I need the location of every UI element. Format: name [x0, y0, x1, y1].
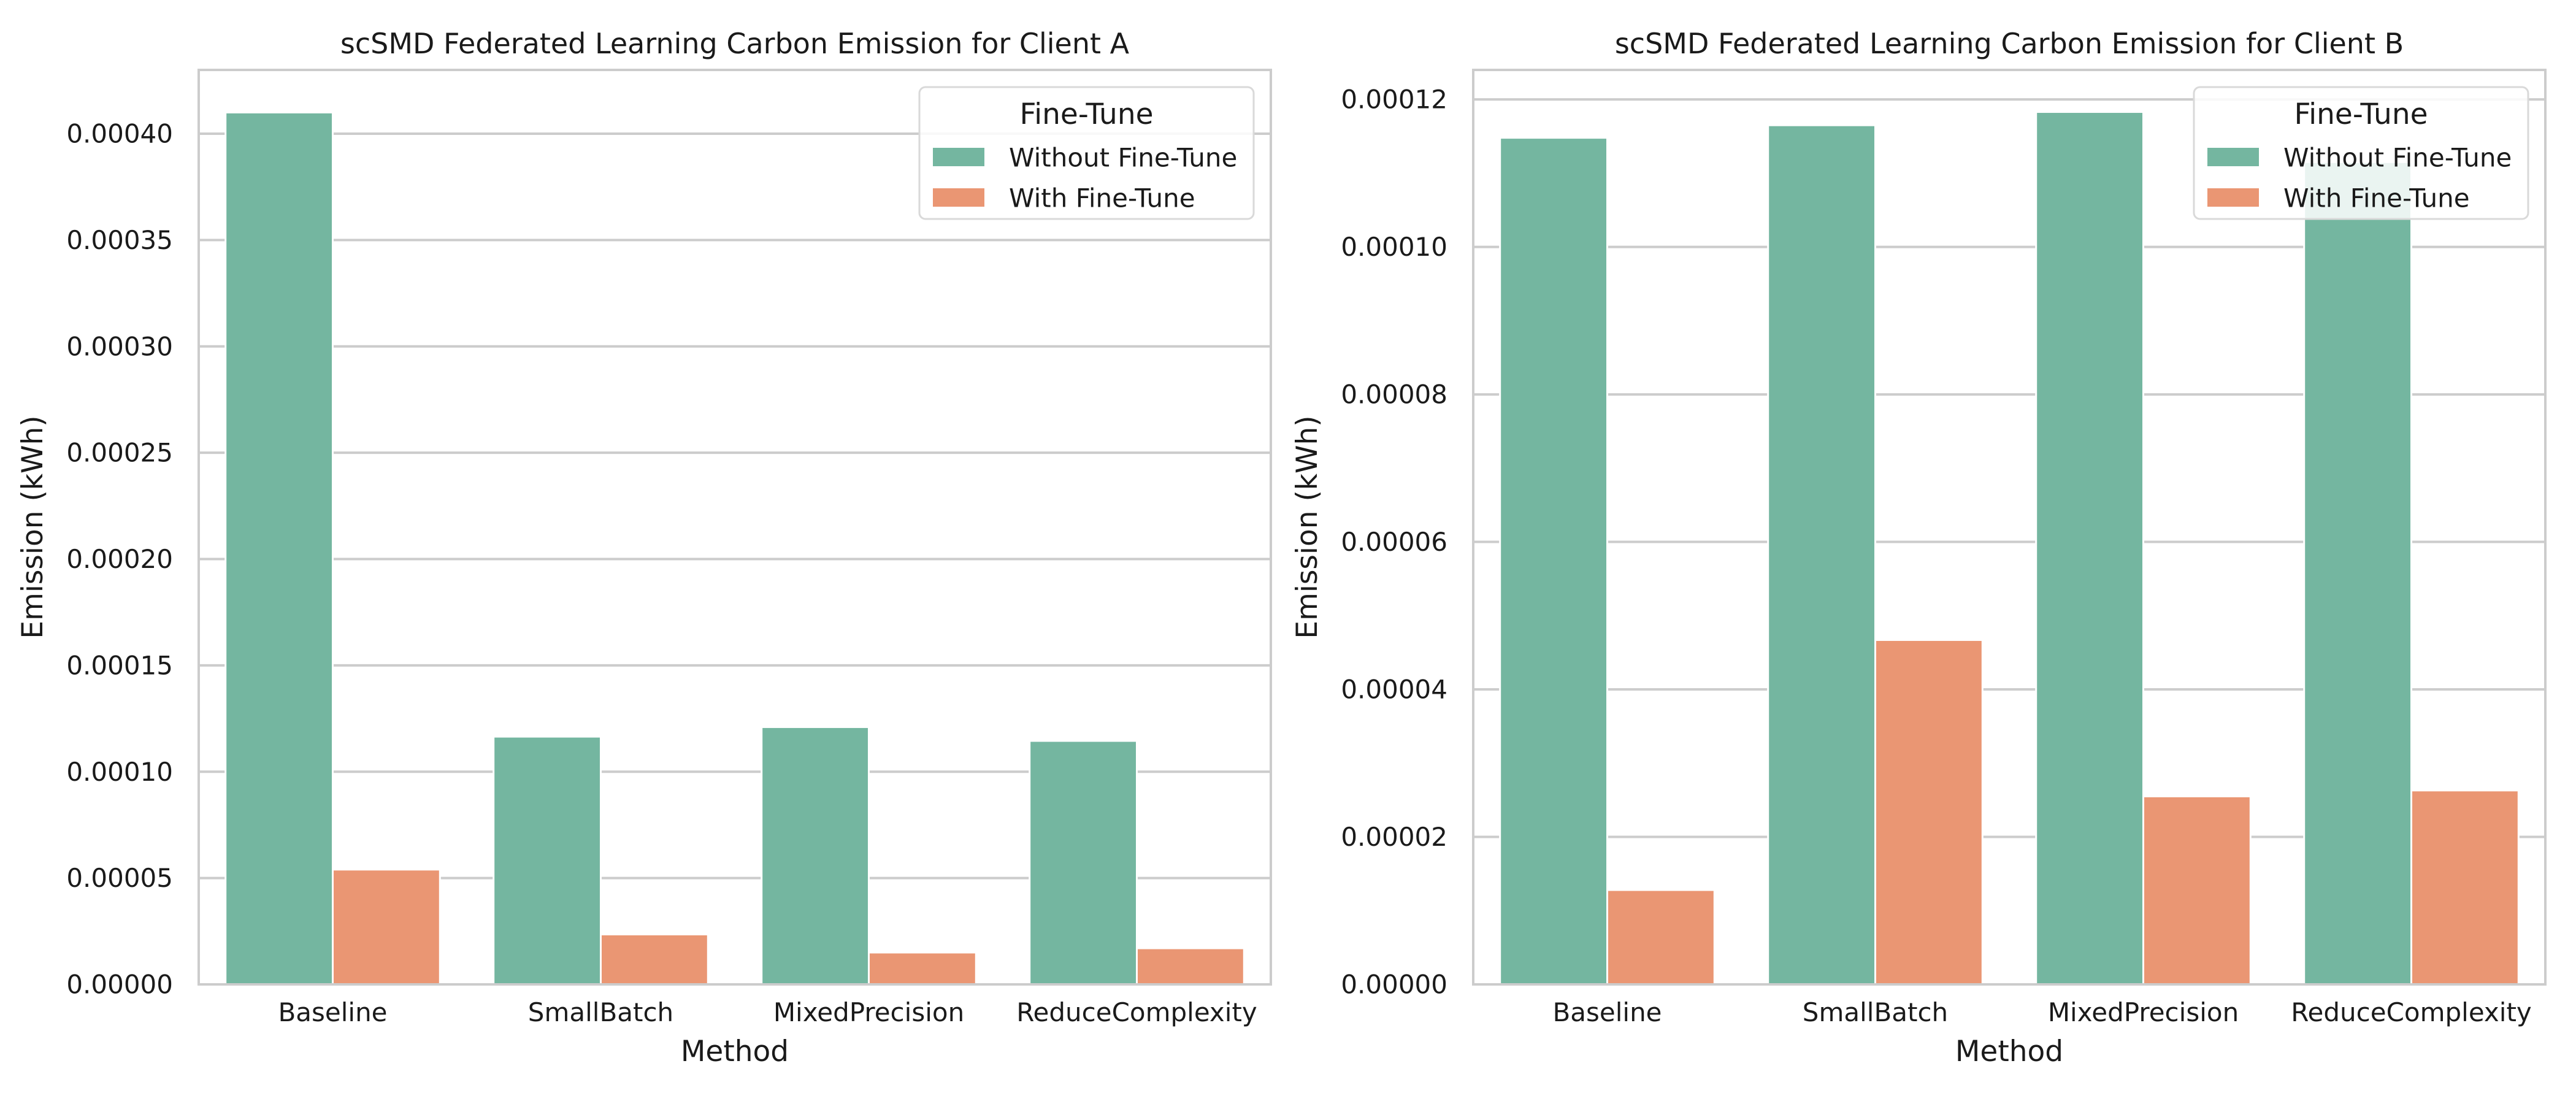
bar-without-fine-tune-baseline — [1499, 137, 1608, 986]
x-tick-label: Baseline — [1552, 997, 1662, 1027]
y-axis-label: Emission (kWh) — [1290, 415, 1324, 638]
bar-without-fine-tune-baseline — [224, 111, 334, 986]
bar-with-fine-tune-smallbatch — [600, 933, 709, 986]
y-tick-label: 0.00006 — [1341, 527, 1447, 557]
bar-without-fine-tune-mixedprecision — [2035, 111, 2144, 986]
y-tick-label: 0.00020 — [66, 544, 173, 574]
x-tick-label: MixedPrecision — [2048, 997, 2239, 1027]
legend-box — [918, 86, 1255, 220]
y-tick-label: 0.00040 — [66, 119, 173, 149]
x-tick-label: ReduceComplexity — [2291, 997, 2532, 1027]
x-axis-label: Method — [681, 1035, 789, 1068]
bar-with-fine-tune-mixedprecision — [868, 951, 977, 986]
bar-with-fine-tune-baseline — [1606, 889, 1715, 986]
chart-title: scSMD Federated Learning Carbon Emission… — [340, 27, 1130, 60]
legend-title: Fine-Tune — [1019, 98, 1153, 131]
y-tick-label: 0.00035 — [66, 225, 173, 255]
axes-frame — [197, 69, 1272, 986]
y-tick-label: 0.00005 — [66, 863, 173, 893]
legend-label: With Fine-Tune — [1009, 183, 1195, 213]
x-tick-label: SmallBatch — [528, 997, 673, 1027]
x-tick-label: ReduceComplexity — [1016, 997, 1257, 1027]
y-tick-label: 0.00012 — [1341, 85, 1447, 115]
legend-label: With Fine-Tune — [2283, 183, 2470, 213]
bar-with-fine-tune-reducecomplexity — [2410, 789, 2520, 986]
legend-label: Without Fine-Tune — [1009, 143, 1237, 173]
legend-swatch-with-fine-tune — [933, 188, 984, 207]
y-tick-label: 0.00010 — [1341, 232, 1447, 262]
y-tick-label: 0.00030 — [66, 331, 173, 361]
bar-without-fine-tune-reducecomplexity — [1029, 740, 1138, 986]
legend-label: Without Fine-Tune — [2283, 143, 2512, 173]
legend-swatch-with-fine-tune — [2207, 188, 2259, 207]
bar-with-fine-tune-baseline — [332, 868, 441, 986]
x-tick-label: SmallBatch — [1803, 997, 1948, 1027]
y-tick-label: 0.00002 — [1341, 822, 1447, 852]
legend-box — [2193, 86, 2529, 220]
bar-with-fine-tune-mixedprecision — [2142, 795, 2252, 986]
y-tick-label: 0.00025 — [66, 438, 173, 468]
legend: Fine-Tune Without Fine-Tune With Fine-Tune — [918, 86, 1255, 220]
legend: Fine-Tune Without Fine-Tune With Fine-Tune — [2193, 86, 2529, 220]
x-tick-label: Baseline — [278, 997, 387, 1027]
axes-frame — [1472, 69, 2547, 986]
chart-panel-client-b: 0.00000 0.00002 0.00004 0.00006 0.00008 0.000… — [1290, 27, 2547, 1068]
legend-swatch-without-fine-tune — [2207, 148, 2259, 166]
y-tick-label: 0.00015 — [66, 650, 173, 680]
y-tick-label: 0.00004 — [1341, 675, 1447, 705]
bar-without-fine-tune-smallbatch — [1767, 124, 1876, 986]
y-tick-label: 0.00008 — [1341, 380, 1447, 410]
y-tick-label: 0.00010 — [66, 757, 173, 787]
bar-without-fine-tune-mixedprecision — [761, 726, 870, 986]
legend-swatch-without-fine-tune — [933, 148, 984, 166]
bar-with-fine-tune-smallbatch — [1874, 638, 1984, 986]
x-axis-label: Method — [1955, 1035, 2063, 1068]
chart-panel-client-a: 0.00000 0.00005 0.00010 0.00015 0.00020 0.000… — [16, 27, 1272, 1068]
legend-title: Fine-Tune — [2294, 98, 2428, 131]
x-tick-label: MixedPrecision — [773, 997, 964, 1027]
bar-with-fine-tune-reducecomplexity — [1136, 947, 1245, 986]
bar-without-fine-tune-smallbatch — [493, 735, 602, 986]
y-tick-label: 0.00000 — [1341, 970, 1447, 1000]
y-tick-label: 0.00000 — [66, 970, 173, 1000]
chart-title: scSMD Federated Learning Carbon Emission… — [1615, 27, 2404, 60]
bar-without-fine-tune-reducecomplexity — [2303, 161, 2412, 986]
y-axis-label: Emission (kWh) — [16, 415, 50, 638]
